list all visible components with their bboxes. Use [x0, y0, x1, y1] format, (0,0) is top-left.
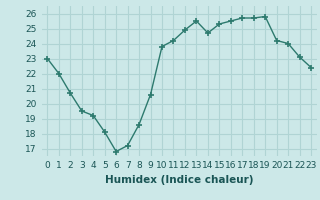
X-axis label: Humidex (Indice chaleur): Humidex (Indice chaleur) [105, 175, 253, 185]
